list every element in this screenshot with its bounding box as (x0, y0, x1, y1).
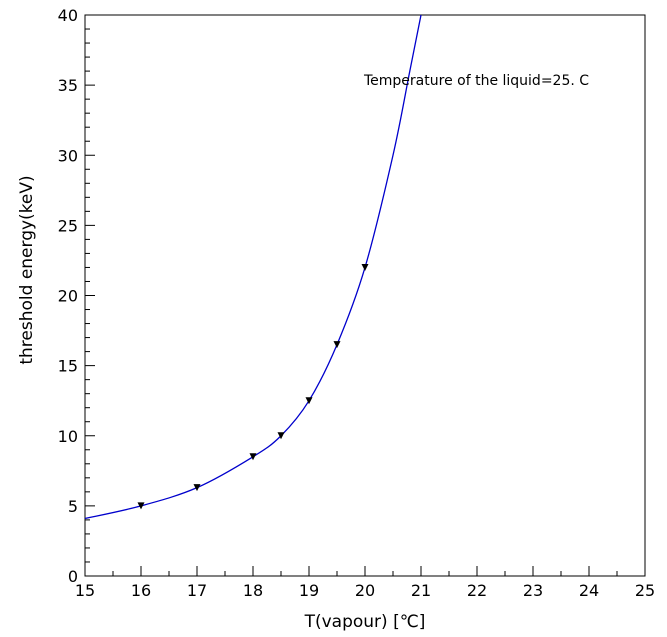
x-tick-label: 24 (579, 581, 599, 600)
x-tick-label: 18 (243, 581, 263, 600)
x-tick-label: 17 (187, 581, 207, 600)
y-tick-label: 0 (68, 567, 78, 586)
x-tick-label: 21 (411, 581, 431, 600)
data-point-marker (137, 502, 145, 510)
x-tick-label: 25 (635, 581, 655, 600)
x-tick-label: 20 (355, 581, 375, 600)
plot-frame (84, 14, 646, 577)
y-tick-label: 35 (58, 76, 78, 95)
y-tick-label: 5 (68, 497, 78, 516)
data-point-marker (193, 484, 201, 492)
x-tick-label: 23 (523, 581, 543, 600)
y-tick-label: 15 (58, 357, 78, 376)
data-point-marker (277, 432, 285, 440)
y-axis-title: threshold energy(keV) (17, 175, 37, 364)
x-axis-title: T(vapour) [℃] (304, 612, 426, 632)
x-tick-label: 22 (467, 581, 487, 600)
y-tick-label: 20 (58, 287, 78, 306)
x-tick-label: 15 (75, 581, 95, 600)
data-point-marker (249, 453, 257, 461)
data-point-marker (361, 263, 369, 271)
y-tick-label: 25 (58, 216, 78, 235)
data-point-marker (333, 341, 341, 349)
y-tick-label: 10 (58, 427, 78, 446)
data-point-marker (305, 397, 313, 405)
fit-curve (84, 14, 422, 520)
y-tick-label: 30 (58, 146, 78, 165)
x-tick-label: 16 (131, 581, 151, 600)
annotation-liquid-temperature: Temperature of the liquid=25. C (363, 73, 589, 89)
y-tick-label: 40 (58, 6, 78, 25)
x-tick-label: 19 (299, 581, 319, 600)
